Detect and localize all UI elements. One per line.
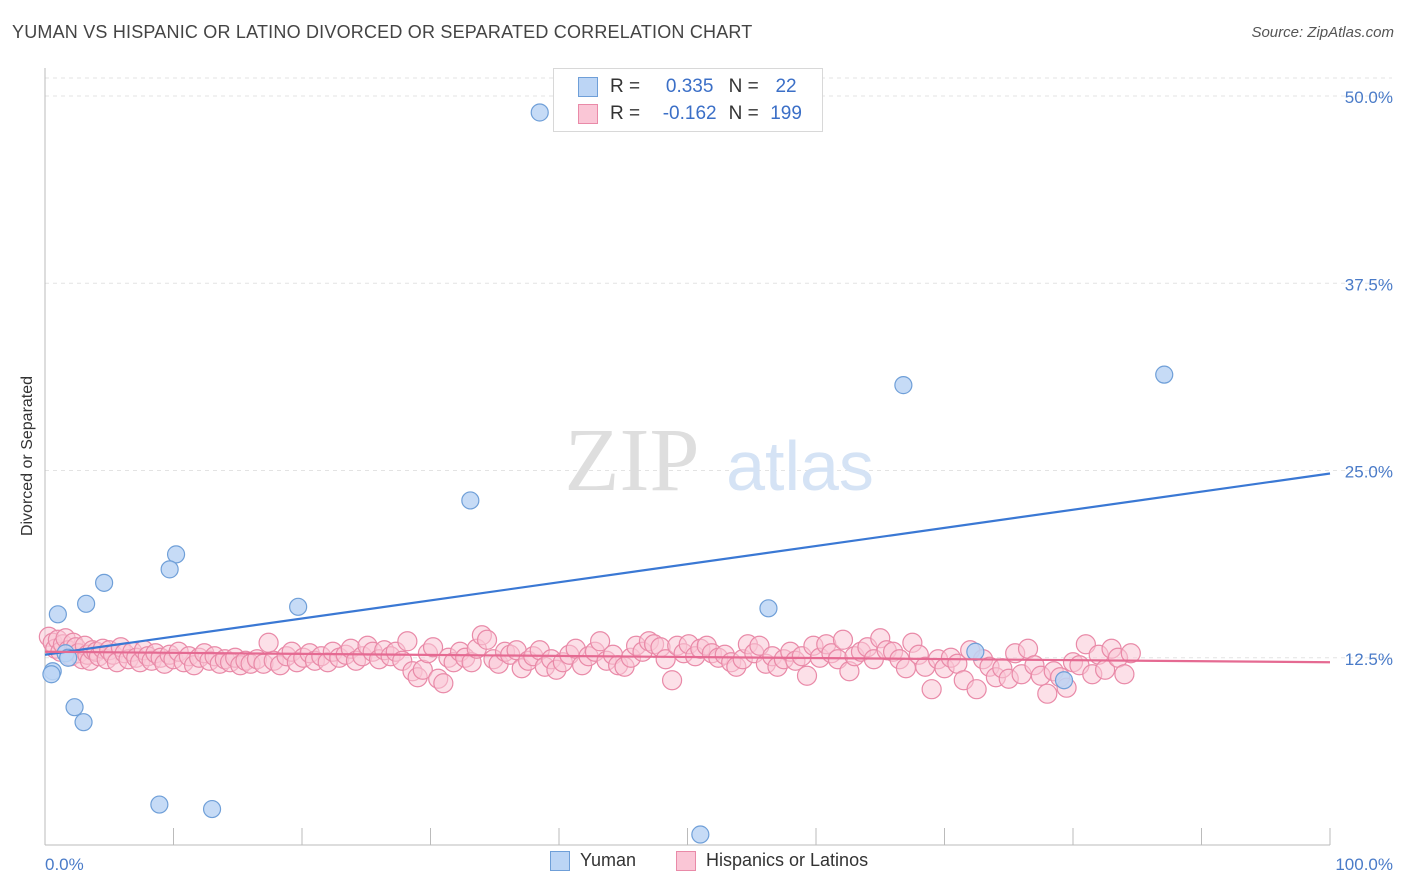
hispanic-point	[258, 632, 279, 653]
yuman-point	[202, 799, 222, 819]
yuman-point	[65, 698, 84, 717]
legend-item-yuman: Yuman	[550, 850, 636, 871]
x-tick-label-min: 0.0%	[45, 855, 84, 874]
hispanic-point	[796, 665, 818, 686]
n-value: 199	[770, 103, 802, 124]
yuman-point	[166, 545, 186, 564]
yuman-point	[42, 665, 61, 684]
hispanic-point	[1037, 683, 1058, 704]
hispanic-point	[921, 679, 942, 700]
hispanic-point	[655, 649, 676, 670]
yuman-point	[1155, 365, 1174, 384]
n-label: N =	[728, 103, 759, 124]
yuman-point	[59, 648, 78, 667]
legend-label-yuman: Yuman	[580, 850, 637, 870]
n-value: 22	[775, 76, 797, 97]
hispanic-legend-swatch	[676, 850, 696, 871]
hispanic-point	[397, 631, 418, 652]
stats-row-hispanic: R = -0.162 N = 199	[578, 101, 808, 127]
hispanic-trend-line	[44, 650, 1331, 664]
yuman-point	[95, 573, 114, 592]
yuman-point	[74, 713, 93, 732]
trend-lines	[44, 472, 1331, 664]
hispanic-point	[422, 637, 444, 658]
tick-labels: 12.5% 25.0% 37.5% 50.0% 0.0% 100.0%	[45, 88, 1393, 874]
grid-lines	[45, 77, 1392, 659]
hispanic-point	[433, 673, 454, 694]
n-label: N =	[728, 76, 759, 97]
source-credit: Source: ZipAtlas.com	[1251, 24, 1394, 41]
yuman-point	[461, 491, 480, 510]
r-value: -0.162	[662, 103, 717, 124]
yuman-point	[150, 795, 169, 814]
yuman-point	[48, 605, 67, 624]
hispanic-point	[476, 629, 498, 650]
hispanic-point	[1114, 664, 1135, 685]
stats-row-yuman: R = 0.335 N = 22	[578, 74, 808, 100]
yuman-point	[530, 103, 549, 122]
yuman-trend-line	[44, 472, 1331, 656]
yuman-point	[1054, 671, 1074, 690]
watermark-zip: ZIP	[565, 411, 700, 510]
yuman-point	[894, 376, 913, 395]
yuman-point	[289, 597, 308, 616]
hispanic-swatch	[578, 104, 598, 124]
yuman-point	[77, 594, 96, 613]
x-tick-label-max: 100.0%	[1335, 855, 1393, 874]
yuman-legend-swatch	[550, 850, 570, 871]
y-tick-label: 25.0%	[1345, 463, 1393, 482]
yuman-swatch	[578, 77, 598, 97]
data-points	[38, 103, 1174, 844]
series-legend: Yuman Hispanics or Latinos	[0, 850, 1406, 880]
r-value: 0.335	[665, 76, 714, 97]
legend-label-hispanic: Hispanics or Latinos	[706, 850, 869, 870]
chart-title: YUMAN VS HISPANIC OR LATINO DIVORCED OR …	[12, 22, 753, 42]
r-label: R =	[610, 76, 641, 97]
hispanic-point	[832, 629, 854, 650]
y-tick-label: 50.0%	[1345, 88, 1393, 107]
legend-item-hispanic: Hispanics or Latinos	[676, 850, 868, 871]
yuman-point	[160, 560, 179, 579]
hispanic-point	[1120, 643, 1141, 664]
yuman-point	[691, 825, 710, 844]
r-label: R =	[610, 103, 641, 124]
watermark-atlas: atlas	[726, 427, 874, 505]
y-tick-label: 37.5%	[1345, 275, 1393, 294]
yuman-point	[759, 599, 778, 618]
hispanic-point	[590, 631, 611, 652]
hispanic-point	[661, 670, 683, 691]
hispanic-point	[966, 679, 987, 700]
yuman-point	[966, 642, 985, 661]
stats-legend: R = 0.335 N = 22 R = -0.162 N = 199	[553, 68, 823, 132]
axes	[44, 68, 1331, 846]
y-tick-label: 12.5%	[1345, 650, 1393, 669]
